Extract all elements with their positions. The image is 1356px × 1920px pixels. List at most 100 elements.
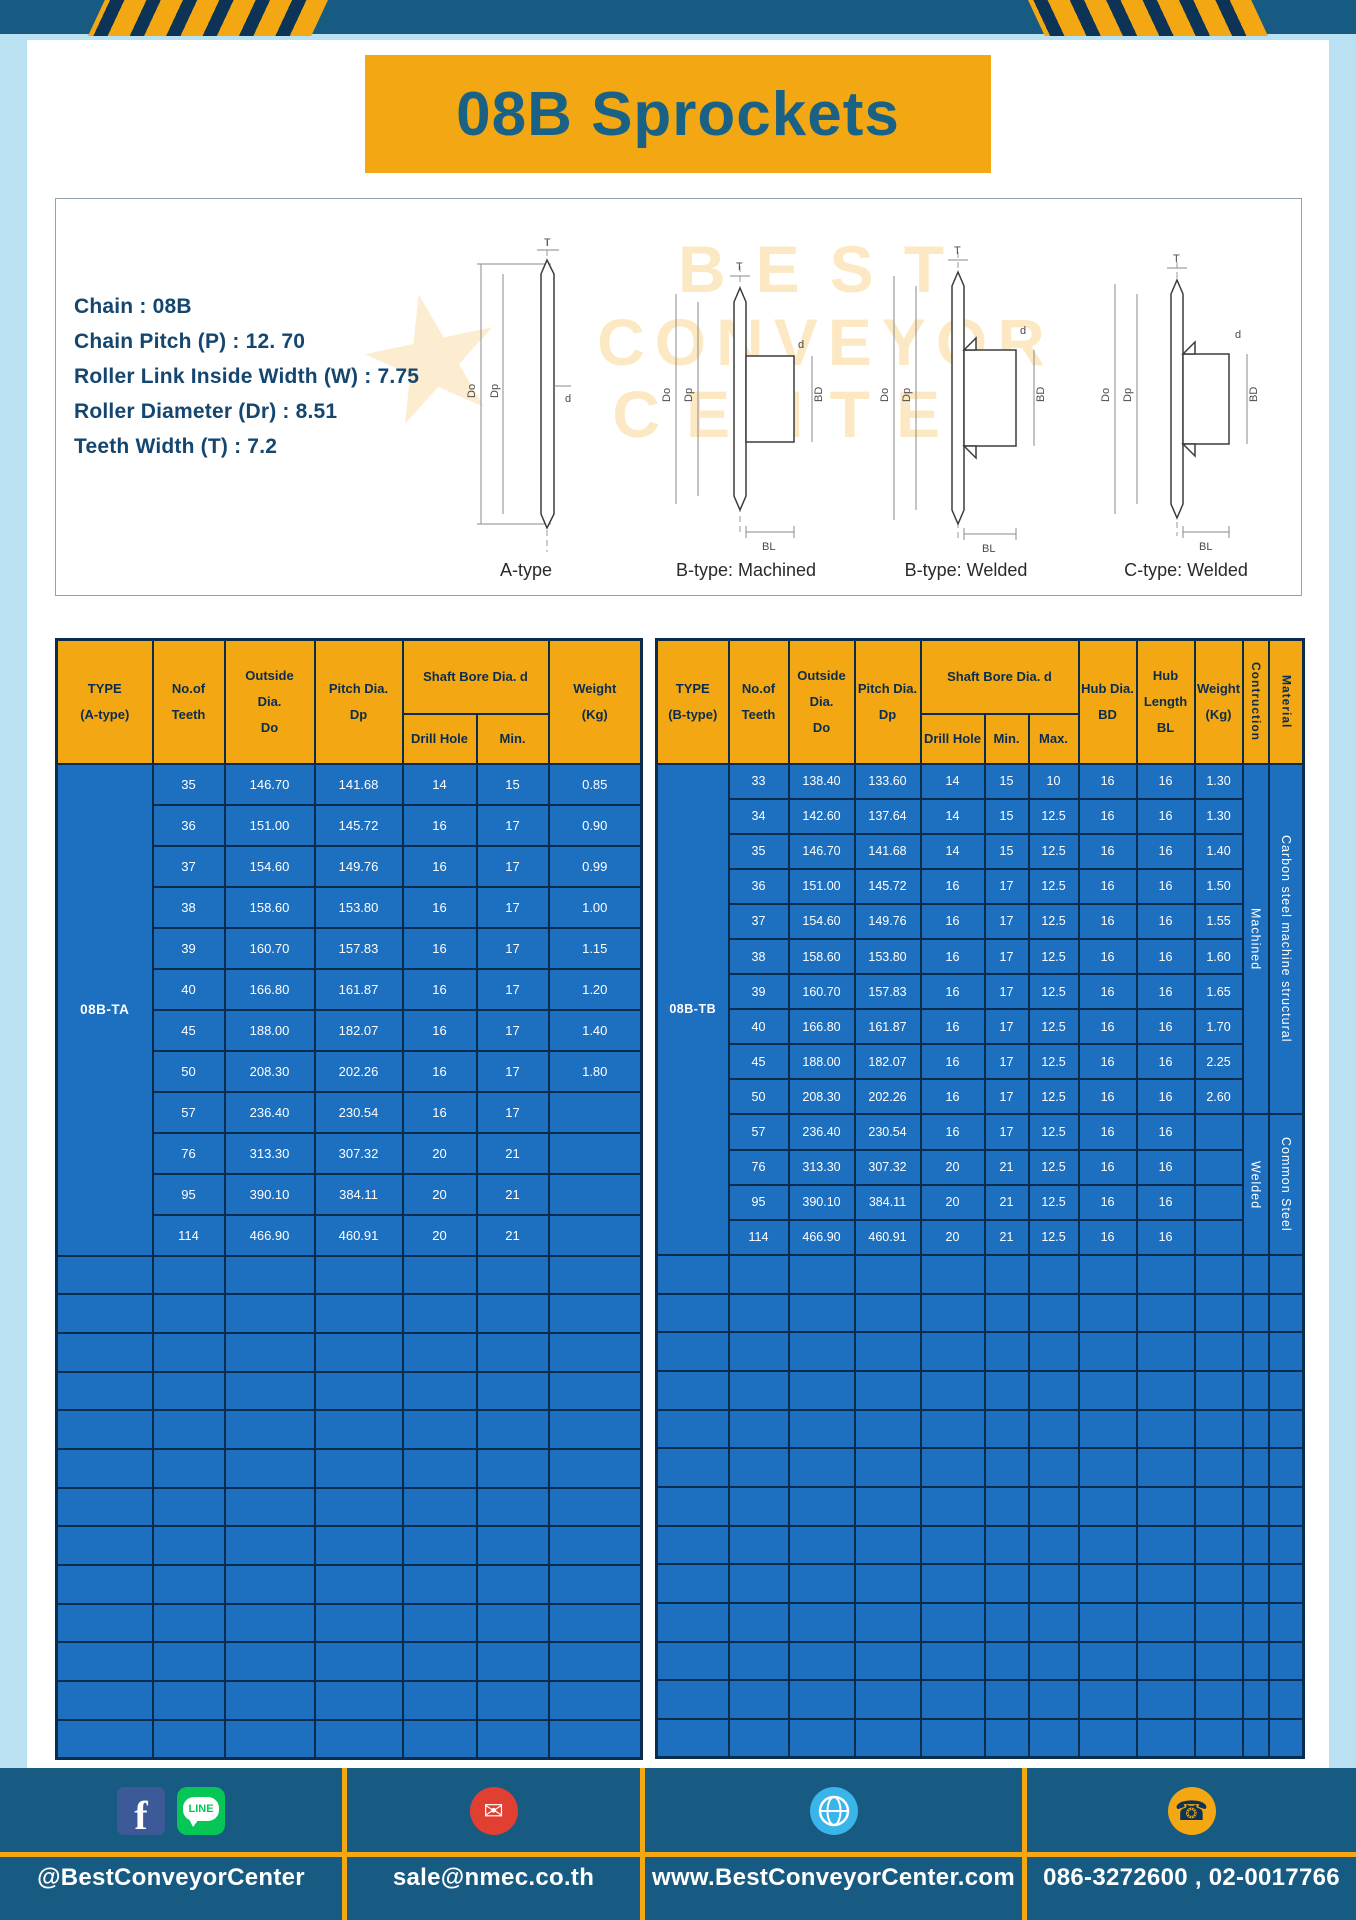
table-cell: 160.70 bbox=[223, 926, 316, 970]
table-cell bbox=[475, 1525, 550, 1566]
table-cell: 14 bbox=[919, 832, 986, 870]
table-cell: 16 bbox=[1135, 762, 1196, 800]
table-cell bbox=[1135, 1447, 1196, 1488]
table-cell bbox=[853, 1408, 922, 1450]
table-cell bbox=[55, 1718, 154, 1760]
table-row: 45 188.00 182.07 16 17 12.5 16 16 2.25 bbox=[657, 1043, 1304, 1081]
table-row: 37 154.60 149.76 16 17 12.5 16 16 1.55 bbox=[657, 902, 1304, 940]
table-cell: 17 bbox=[475, 967, 550, 1011]
table-cell: 202.26 bbox=[313, 1049, 404, 1093]
table-cell bbox=[55, 1641, 154, 1683]
table-cell bbox=[1027, 1292, 1080, 1334]
table-cell bbox=[1027, 1718, 1080, 1759]
table-cell bbox=[727, 1369, 790, 1411]
table-cell: 182.07 bbox=[853, 1043, 922, 1081]
table-cell bbox=[401, 1641, 478, 1683]
type-cell: 08B-TA bbox=[55, 762, 154, 1257]
table-cell bbox=[401, 1254, 478, 1296]
table-cell bbox=[1241, 1640, 1270, 1682]
table-cell bbox=[151, 1293, 226, 1334]
table-cell: 20 bbox=[919, 1183, 986, 1221]
table-cell bbox=[655, 1640, 730, 1682]
table-cell: 208.30 bbox=[223, 1049, 316, 1093]
table-cell bbox=[1267, 1640, 1305, 1682]
table-cell: 145.72 bbox=[853, 867, 922, 905]
table-cell bbox=[1193, 1183, 1244, 1221]
table-cell bbox=[727, 1253, 790, 1295]
table-cell bbox=[1077, 1447, 1138, 1488]
table-cell bbox=[1077, 1292, 1138, 1334]
footer-icons: f LINE bbox=[117, 1780, 225, 1842]
table-row bbox=[655, 1640, 1305, 1682]
table-cell bbox=[1135, 1718, 1196, 1759]
table-cell bbox=[223, 1331, 316, 1373]
table-cell: 1.40 bbox=[1193, 832, 1244, 870]
table-cell bbox=[1193, 1718, 1244, 1759]
table-cell bbox=[547, 1293, 643, 1334]
table-cell bbox=[655, 1331, 730, 1372]
table-cell bbox=[313, 1409, 404, 1450]
table-cell bbox=[983, 1602, 1030, 1643]
diagram-a-type: Do Dp T d A-type bbox=[416, 207, 636, 589]
table-cell: 188.00 bbox=[787, 1043, 856, 1081]
table-cell: 16 bbox=[1135, 1008, 1196, 1046]
table-cell bbox=[475, 1409, 550, 1450]
table-cell bbox=[313, 1370, 404, 1412]
sprocket-diagrams: Do Dp T d A-type Do Dp bbox=[416, 207, 1296, 589]
footer-section-phone: ☎ 086-3272600 , 02-0017766 bbox=[1022, 1768, 1356, 1920]
table-cell bbox=[983, 1408, 1030, 1450]
table-cell: 76 bbox=[727, 1148, 790, 1186]
table-cell: 138.40 bbox=[787, 762, 856, 800]
col-header-teeth: No.of Teeth bbox=[727, 638, 790, 765]
dim-label: Dp bbox=[1122, 388, 1134, 402]
dim-label: T bbox=[954, 245, 961, 257]
table-cell bbox=[919, 1679, 986, 1721]
table-cell bbox=[1241, 1369, 1270, 1411]
table-cell bbox=[983, 1679, 1030, 1721]
diagram-label: A-type bbox=[499, 560, 553, 580]
table-cell: 76 bbox=[151, 1131, 226, 1175]
table-cell: 16 bbox=[1077, 832, 1138, 870]
table-cell bbox=[1135, 1485, 1196, 1527]
table-row: 36 151.00 145.72 16 17 12.5 16 16 1.50 bbox=[657, 867, 1304, 905]
table-cell bbox=[55, 1331, 154, 1373]
col-header-material: Material bbox=[1267, 638, 1305, 765]
table-cell bbox=[401, 1370, 478, 1412]
table-cell: 21 bbox=[983, 1148, 1030, 1186]
table-cell bbox=[475, 1564, 550, 1605]
table-cell: 16 bbox=[1135, 1113, 1196, 1151]
table-cell: 38 bbox=[151, 885, 226, 929]
table-cell bbox=[787, 1679, 856, 1721]
table-cell bbox=[313, 1718, 404, 1760]
table-cell bbox=[787, 1485, 856, 1527]
table-cell bbox=[223, 1409, 316, 1450]
footer-social-handle: @BestConveyorCenter bbox=[37, 1864, 305, 1891]
footer-section-social: f LINE @BestConveyorCenter bbox=[0, 1768, 342, 1920]
table-row: 76 313.30 307.32 20 21 12.5 16 16 bbox=[657, 1148, 1304, 1186]
col-header-shaft-bore: Shaft Bore Dia. d bbox=[401, 638, 550, 715]
table-cell bbox=[853, 1563, 922, 1604]
table-cell bbox=[313, 1564, 404, 1605]
dim-label: BL bbox=[762, 541, 775, 553]
table-cell bbox=[547, 1718, 643, 1760]
table-cell: 466.90 bbox=[787, 1218, 856, 1256]
table-cell: 21 bbox=[983, 1183, 1030, 1221]
table-cell bbox=[1135, 1524, 1196, 1566]
table-cell: 142.60 bbox=[787, 797, 856, 835]
table-cell: 202.26 bbox=[853, 1078, 922, 1116]
table-cell bbox=[727, 1485, 790, 1527]
table-cell bbox=[475, 1602, 550, 1644]
table-cell bbox=[547, 1331, 643, 1373]
table-cell bbox=[1135, 1292, 1196, 1334]
table-cell: 153.80 bbox=[853, 937, 922, 976]
table-cell: 17 bbox=[475, 803, 550, 847]
table-cell: 236.40 bbox=[223, 1090, 316, 1134]
table-cell: 151.00 bbox=[787, 867, 856, 905]
table-cell: 16 bbox=[1077, 1008, 1138, 1046]
table-cell bbox=[787, 1602, 856, 1643]
table-cell: 16 bbox=[1077, 1043, 1138, 1081]
table-cell: 158.60 bbox=[223, 885, 316, 929]
table-cell bbox=[727, 1640, 790, 1682]
table-cell: 57 bbox=[727, 1113, 790, 1151]
dim-label: Dp bbox=[683, 388, 695, 402]
